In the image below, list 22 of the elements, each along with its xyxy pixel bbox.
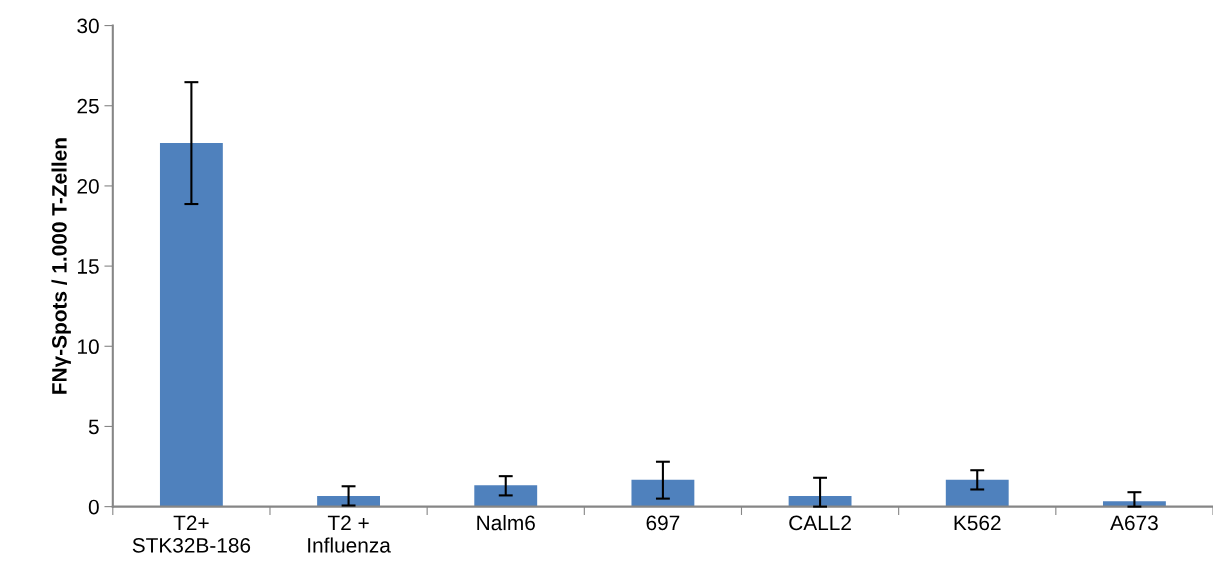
y-tick-label: 15 bbox=[78, 259, 99, 274]
y-tick-label: 25 bbox=[77, 98, 99, 114]
bar bbox=[317, 495, 380, 507]
bar bbox=[159, 143, 223, 507]
x-tick-label: T2 + Influenza bbox=[308, 515, 391, 553]
bar bbox=[474, 485, 538, 507]
x-tick-label: 697 bbox=[646, 515, 680, 531]
bar bbox=[788, 495, 852, 507]
x-tick-label: CALL2 bbox=[789, 515, 851, 531]
bar bbox=[1102, 501, 1166, 507]
bar bbox=[631, 479, 695, 507]
y-tick-label: 0 bbox=[88, 499, 99, 515]
bar bbox=[945, 479, 1009, 507]
y-tick-label: 30 bbox=[77, 18, 99, 34]
x-tick-label: Nalm6 bbox=[477, 514, 535, 531]
y-tick-label: 5 bbox=[88, 419, 99, 435]
y-tick-label: 10 bbox=[78, 339, 99, 355]
x-tick-label: T2+ STK32B-186 bbox=[132, 515, 251, 553]
x-tick-label: K562 bbox=[954, 515, 1001, 531]
y-tick-label: 20 bbox=[77, 178, 99, 194]
y-axis-title: FNγ-Spots / 1.000 T-Zellen bbox=[51, 138, 71, 394]
x-tick-label: A673 bbox=[1110, 515, 1158, 531]
